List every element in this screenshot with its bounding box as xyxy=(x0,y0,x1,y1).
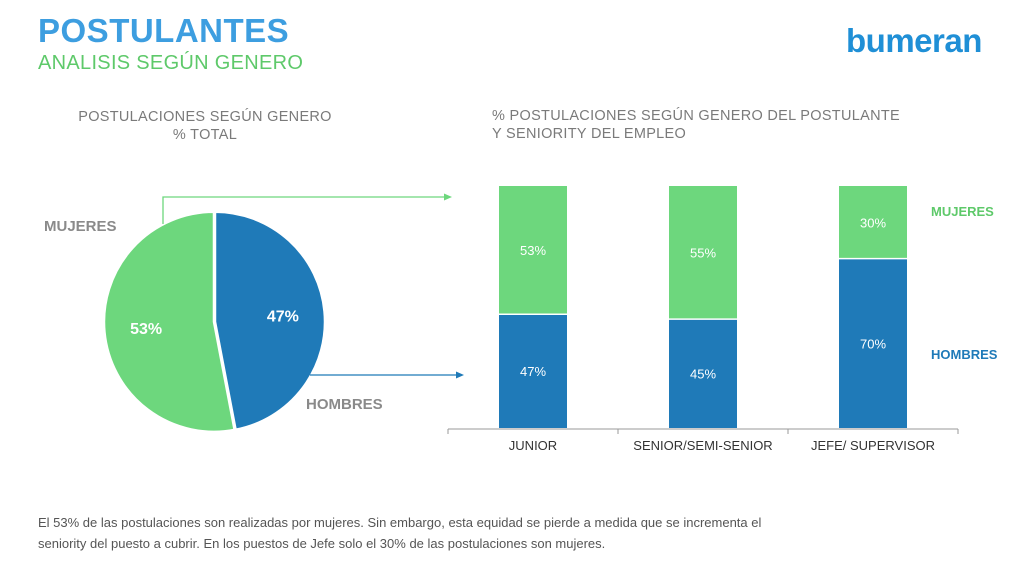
page-subtitle: ANALISIS SEGÚN GENERO xyxy=(38,52,304,74)
category-label-2: JEFE/ SUPERVISOR xyxy=(811,438,935,453)
connector-mujeres xyxy=(162,196,450,224)
pie-label-hombres: HOMBRES xyxy=(306,396,383,413)
pie-chart: 47% 53% xyxy=(102,210,327,434)
page-title: POSTULANTES xyxy=(38,12,290,49)
pie-value-label-hombres: 47% xyxy=(267,308,299,325)
bar-title-line1: % POSTULACIONES SEGÚN GENERO DEL POSTULA… xyxy=(492,108,900,124)
bar-label-hombres-2: 70% xyxy=(860,336,886,351)
bar-title-line2: Y SENIORITY DEL EMPLEO xyxy=(492,126,687,142)
category-label-0: JUNIOR xyxy=(509,438,557,453)
bar-mujeres-2 xyxy=(839,186,907,259)
pie-label-mujeres: MUJERES xyxy=(44,218,117,235)
bar-hombres-2 xyxy=(839,258,907,428)
footnote-line1: El 53% de las postulaciones son realizad… xyxy=(38,515,762,530)
legend-mujeres: MUJERES xyxy=(931,204,994,219)
arrowhead-mujeres xyxy=(444,193,452,201)
bar-label-hombres-0: 47% xyxy=(520,364,546,379)
footnote-line2: seniority del puesto a cubrir. En los pu… xyxy=(38,536,606,551)
arrowhead-hombres xyxy=(456,371,464,379)
bar-label-mujeres-1: 55% xyxy=(690,246,716,261)
pie-title-line2: % TOTAL xyxy=(172,127,238,143)
pie-title-line1: POSTULACIONES SEGÚN GENERO xyxy=(78,109,332,125)
pie-slice-mujeres xyxy=(102,210,237,434)
bumeran-logo: bumeran xyxy=(846,22,982,59)
bar-mujeres-0 xyxy=(499,186,567,315)
bar-label-hombres-1: 45% xyxy=(690,367,716,382)
category-label-1: SENIOR/SEMI-SENIOR xyxy=(633,438,772,453)
bar-hombres-0 xyxy=(499,314,567,428)
bar-mujeres-1 xyxy=(669,186,737,320)
footnote: El 53% de las postulaciones son realizad… xyxy=(38,512,998,554)
legend-hombres: HOMBRES xyxy=(931,347,998,362)
bar-hombres-1 xyxy=(669,319,737,428)
stacked-bar-chart: 47% 53% JUNIOR 45% 55% SENIOR/SEMI-SENIOR 70% 3… xyxy=(447,186,959,453)
pie-value-label-mujeres: 53% xyxy=(130,321,162,338)
bar-chart-title: % POSTULACIONES SEGÚN GENERO DEL POSTULA… xyxy=(492,107,900,143)
pie-slice-hombres xyxy=(213,210,327,432)
bar-label-mujeres-2: 30% xyxy=(860,215,886,230)
pie-chart-title: POSTULACIONES SEGÚN GENERO % TOTAL xyxy=(60,108,350,144)
connector-arrows xyxy=(162,193,464,379)
bar-label-mujeres-0: 53% xyxy=(520,243,546,258)
